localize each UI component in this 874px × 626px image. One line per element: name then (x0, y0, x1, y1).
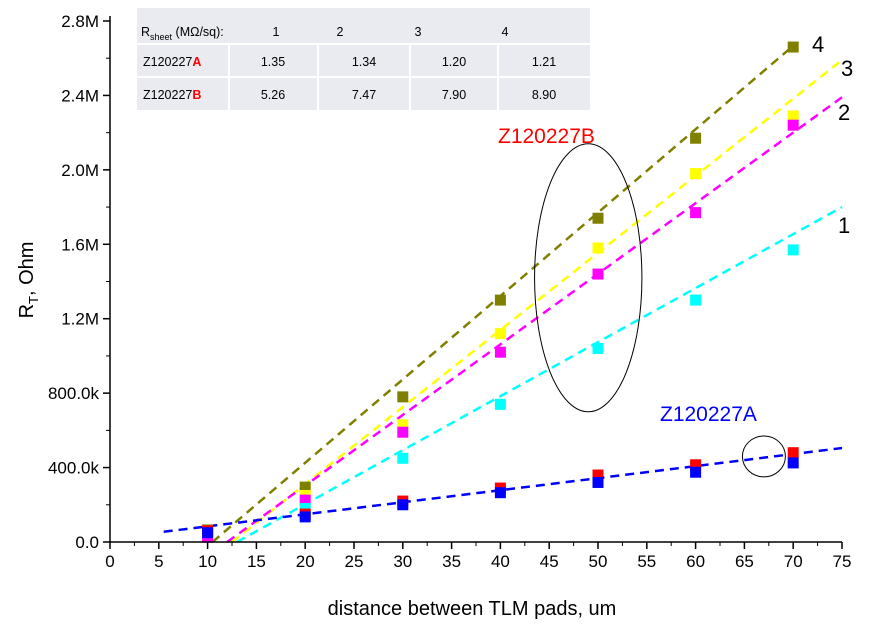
data-point-series-4 (494, 398, 506, 410)
fit-lines (163, 42, 843, 544)
data-point-series-6 (690, 466, 702, 478)
data-point-series-6 (397, 499, 409, 511)
y-tick-label: 400.0k (48, 459, 100, 478)
x-tick-label: 15 (247, 552, 266, 571)
data-point-series-3 (397, 426, 409, 438)
data-point-series-4 (397, 452, 409, 464)
data-point-series-4 (592, 342, 604, 354)
y-tick-label: 2.8M (61, 12, 99, 31)
x-tick-label: 10 (198, 552, 217, 571)
ellipse-markers (534, 143, 786, 478)
inset-table-background (137, 8, 590, 110)
fit-line-series-3 (226, 96, 843, 544)
table-col-1: 1 (273, 25, 280, 39)
table-header-sub: sheet (150, 32, 173, 42)
table-row-a-val-1: 1.35 (261, 55, 285, 69)
y-axis-title: RT, Ohm (16, 242, 41, 319)
x-tick-label: 20 (296, 552, 315, 571)
data-point-series-3 (299, 494, 311, 506)
y-tick-label: 0.0 (75, 533, 99, 552)
data-point-series-4 (690, 294, 702, 306)
data-point-series-2 (787, 110, 799, 122)
line-number-4: 4 (812, 32, 824, 57)
data-point-series-5 (690, 459, 702, 471)
data-point-series-1 (690, 132, 702, 144)
data-point-series-3 (690, 207, 702, 219)
table-row-b-val-3: 7.90 (442, 88, 466, 102)
annotation-z120227a: Z120227A (660, 403, 757, 426)
fit-line-series-1 (211, 42, 797, 543)
data-points (202, 41, 799, 543)
x-tick-label: 40 (491, 552, 510, 571)
table-row-b-val-4: 8.90 (532, 88, 556, 102)
table-header-unit: (MΩ/sq): (172, 25, 224, 39)
ellipse-z120227b (534, 143, 643, 413)
table-row-a-val-2: 1.34 (352, 55, 376, 69)
inset-table: Rsheet (MΩ/sq): 1 2 3 4 Z120227A 1.35 1.… (137, 8, 590, 110)
data-point-series-1 (494, 294, 506, 306)
x-tick-label: 65 (735, 552, 754, 571)
fit-line-series-2 (231, 59, 843, 543)
svg-text:RT, Ohm: RT, Ohm (16, 242, 41, 319)
ellipse-z120227a (741, 435, 786, 478)
data-point-series-5 (592, 469, 604, 481)
line-number-2: 2 (838, 100, 850, 125)
fit-line-series-4 (236, 205, 843, 544)
y-tick-label: 800.0k (48, 384, 100, 403)
x-tick-label: 50 (589, 552, 608, 571)
fit-line-series-6 (163, 446, 843, 534)
table-row-b-val-1: 5.26 (261, 88, 285, 102)
y-tick-label: 2.4M (61, 86, 99, 105)
data-point-series-2 (592, 242, 604, 254)
data-point-series-3 (592, 268, 604, 280)
data-point-series-4 (299, 503, 311, 515)
data-point-series-3 (494, 346, 506, 358)
x-tick-label: 70 (784, 552, 803, 571)
data-point-series-6 (202, 527, 214, 539)
line-number-3: 3 (841, 56, 853, 81)
x-tick-label: 60 (686, 552, 705, 571)
annotation-z120227b: Z120227B (498, 125, 595, 148)
x-tick-label: 75 (833, 552, 852, 571)
line-number-1: 1 (838, 213, 850, 238)
data-point-series-1 (787, 41, 799, 53)
table-row-b-label: Z120227B (143, 88, 201, 102)
x-tick-label: 25 (345, 552, 364, 571)
y-tick-label: 2.0M (61, 161, 99, 180)
data-point-series-2 (690, 168, 702, 180)
table-row-b-val-2: 7.47 (352, 88, 376, 102)
table-row-a-val-3: 1.20 (442, 55, 466, 69)
data-point-series-6 (787, 457, 799, 469)
x-axis-title: distance between TLM pads, um (328, 598, 617, 620)
table-col-2: 2 (337, 25, 344, 39)
data-point-series-6 (299, 511, 311, 523)
data-point-series-6 (592, 476, 604, 488)
table-row-a-val-4: 1.21 (532, 55, 556, 69)
data-point-series-6 (494, 487, 506, 499)
table-col-3: 3 (415, 25, 422, 39)
x-tick-label: 45 (540, 552, 559, 571)
x-tick-label: 5 (154, 552, 163, 571)
x-tick-label: 35 (442, 552, 461, 571)
axes: 0 5 10 15 20 25 30 35 40 45 50 55 60 65 70 75 0.0 400.0k 8… (48, 12, 852, 571)
data-point-series-4 (787, 244, 799, 256)
data-point-series-3 (787, 119, 799, 131)
data-point-series-5 (787, 447, 799, 459)
table-header-label: Rsheet (MΩ/sq): (141, 25, 224, 42)
table-col-4: 4 (502, 25, 509, 39)
data-point-series-2 (397, 419, 409, 431)
y-tick-label: 1.2M (61, 310, 99, 329)
table-row-a-label: Z120227A (143, 55, 201, 69)
data-point-series-1 (299, 481, 311, 493)
data-point-series-1 (397, 391, 409, 403)
data-point-series-1 (592, 212, 604, 224)
y-tick-label: 1.6M (61, 235, 99, 254)
x-tick-label: 55 (637, 552, 656, 571)
x-tick-label: 0 (105, 552, 114, 571)
x-tick-label: 30 (393, 552, 412, 571)
data-point-series-2 (494, 328, 506, 340)
